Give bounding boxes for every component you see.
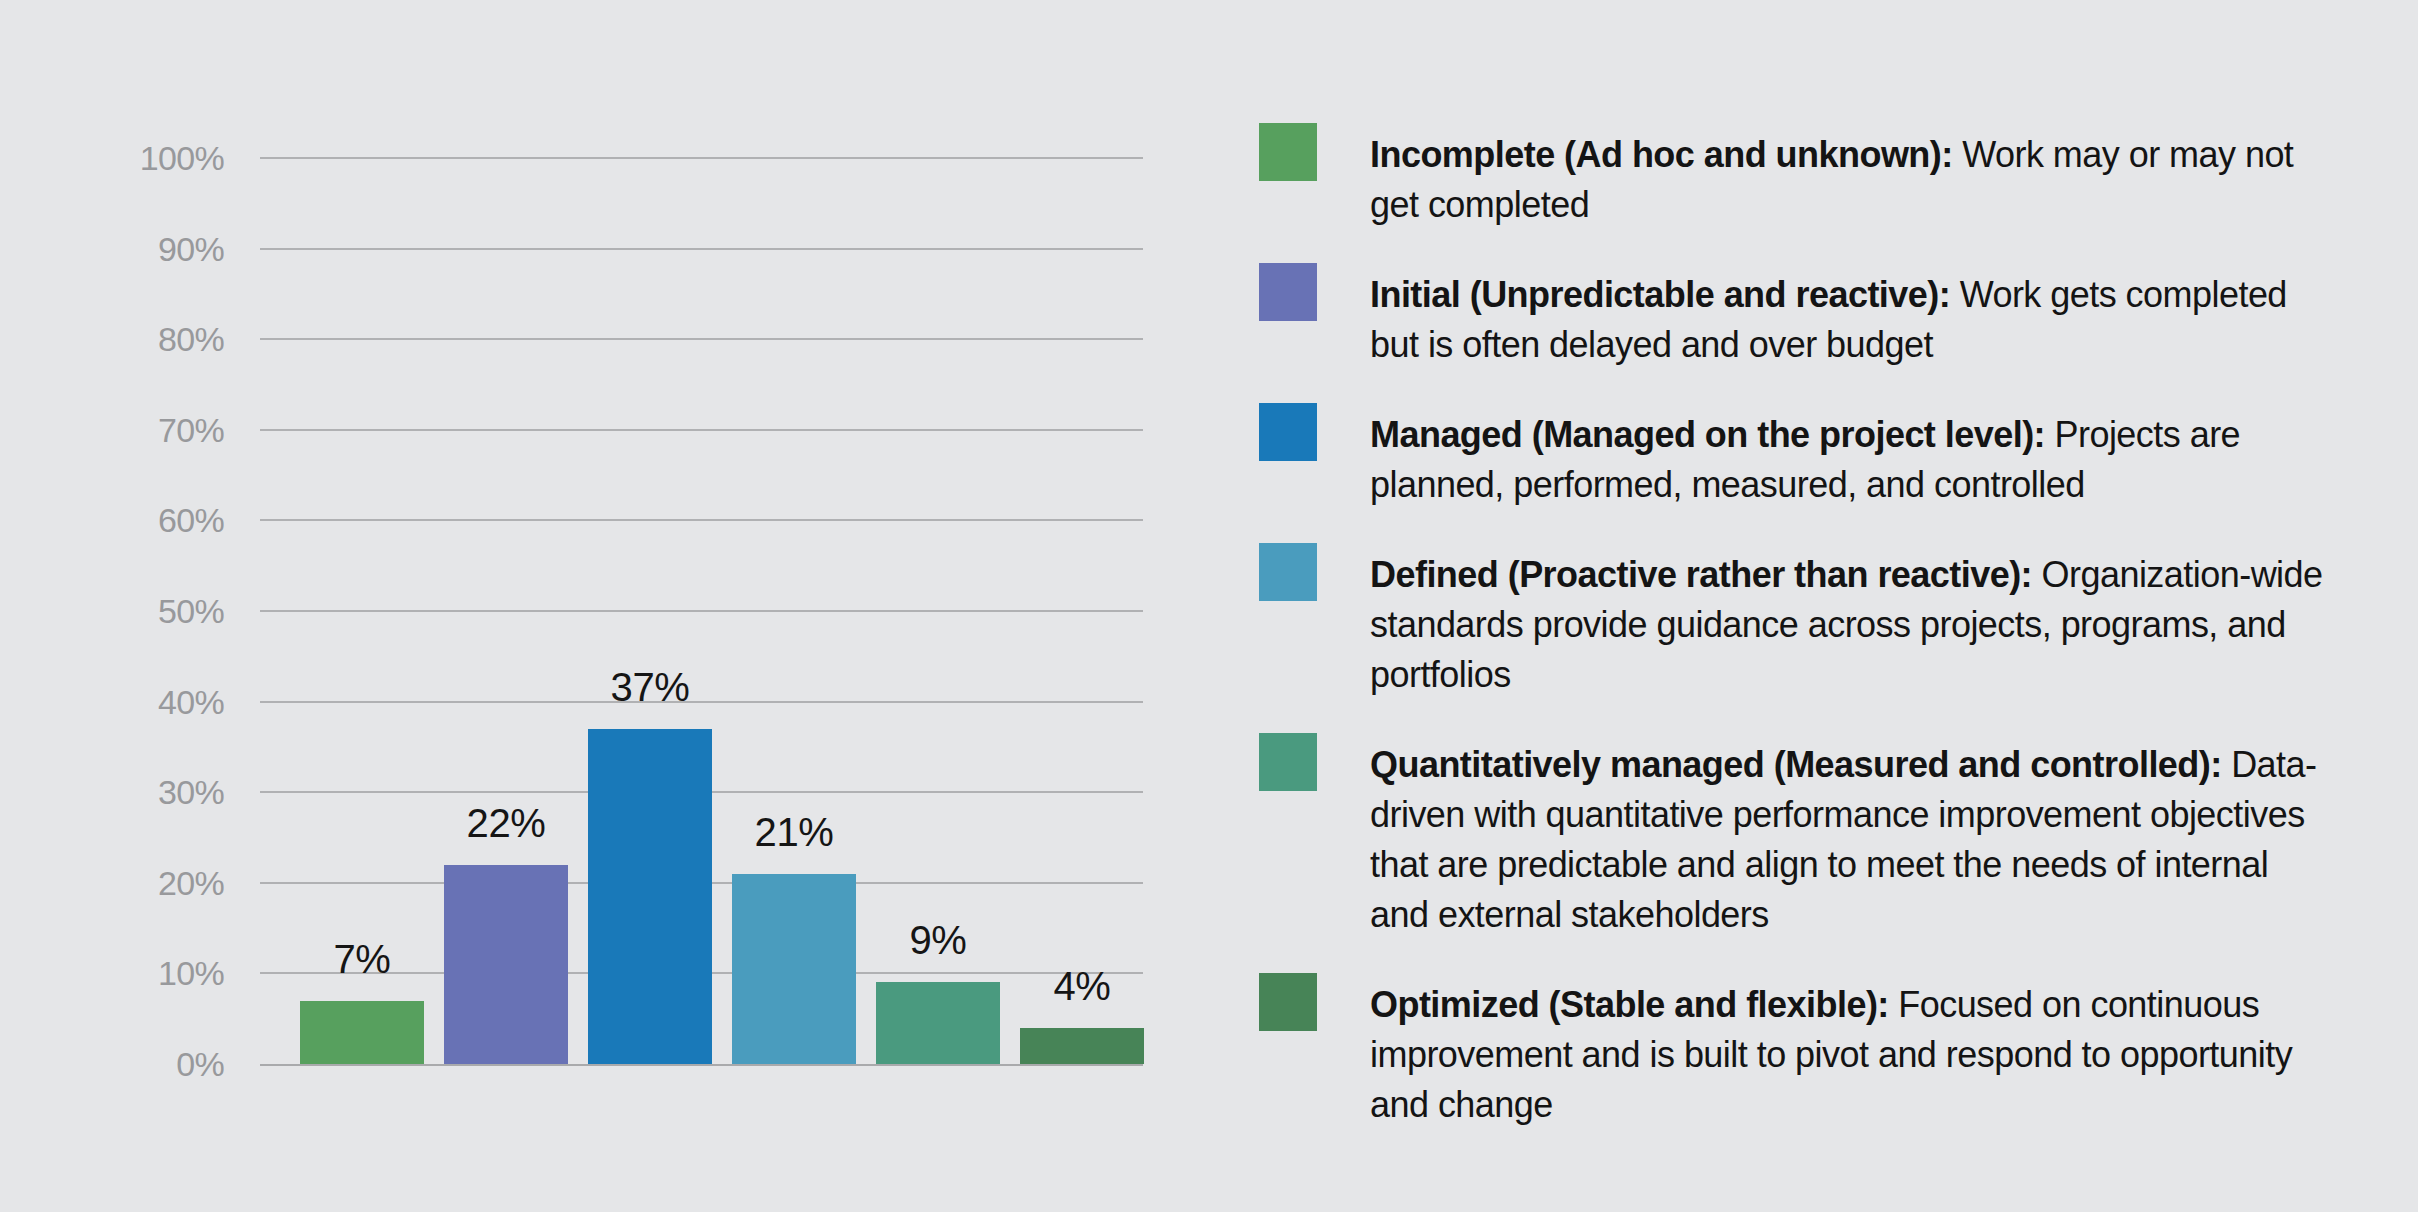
y-axis-label: 100%	[60, 133, 224, 183]
legend-label: Managed (Managed on the project level): …	[1370, 410, 2325, 510]
y-axis-label: 30%	[60, 767, 224, 817]
bar-value-label-initial: 22%	[396, 799, 616, 847]
bar-managed	[588, 729, 712, 1064]
legend-item-title: Optimized (Stable and flexible):	[1370, 984, 1898, 1025]
bar-value-label-defined: 21%	[684, 808, 904, 856]
y-axis-label: 50%	[60, 586, 224, 636]
bar-defined	[732, 874, 856, 1064]
bar-value-label-optimized: 4%	[972, 962, 1192, 1010]
legend-swatch-managed	[1259, 403, 1317, 461]
y-axis-label: 40%	[60, 677, 224, 727]
bar-value-label-quantitatively-managed: 9%	[828, 916, 1048, 964]
gridline-70	[260, 429, 1143, 431]
y-axis-label: 80%	[60, 314, 224, 364]
gridline-60	[260, 519, 1143, 521]
legend-item-title: Managed (Managed on the project level):	[1370, 414, 2055, 455]
legend-label: Incomplete (Ad hoc and unknown): Work ma…	[1370, 130, 2325, 230]
legend-label: Optimized (Stable and flexible): Focused…	[1370, 980, 2325, 1130]
gridline-90	[260, 248, 1143, 250]
y-axis-label: 70%	[60, 405, 224, 455]
bar-optimized	[1020, 1028, 1144, 1064]
y-axis-label: 10%	[60, 948, 224, 998]
legend-label: Defined (Proactive rather than reactive)…	[1370, 550, 2325, 700]
gridline-80	[260, 338, 1143, 340]
legend-item-title: Initial (Unpredictable and reactive):	[1370, 274, 1960, 315]
bar-initial	[444, 865, 568, 1064]
legend-swatch-optimized	[1259, 973, 1317, 1031]
gridline-100	[260, 157, 1143, 159]
x-axis-baseline	[260, 1064, 1143, 1066]
legend-item-title: Incomplete (Ad hoc and unknown):	[1370, 134, 1962, 175]
legend-swatch-initial	[1259, 263, 1317, 321]
maturity-level-bar-chart: 100% 90% 80% 70% 60% 50% 40% 30% 20% 10% 0% 7% 22% 37…	[0, 0, 2418, 1212]
gridline-50	[260, 610, 1143, 612]
y-axis-label: 0%	[60, 1039, 224, 1089]
legend-item-title: Defined (Proactive rather than reactive)…	[1370, 554, 2042, 595]
y-axis-label: 90%	[60, 224, 224, 274]
bar-value-label-managed: 37%	[540, 663, 760, 711]
y-axis-label: 20%	[60, 858, 224, 908]
y-axis-label: 60%	[60, 495, 224, 545]
legend-item-title: Quantitatively managed (Measured and con…	[1370, 744, 2231, 785]
legend-label: Quantitatively managed (Measured and con…	[1370, 740, 2325, 940]
bar-value-label-incomplete: 7%	[252, 935, 472, 983]
legend-swatch-incomplete	[1259, 123, 1317, 181]
legend-swatch-defined	[1259, 543, 1317, 601]
legend-swatch-quantitatively-managed	[1259, 733, 1317, 791]
legend-label: Initial (Unpredictable and reactive): Wo…	[1370, 270, 2325, 370]
bar-incomplete	[300, 1001, 424, 1064]
